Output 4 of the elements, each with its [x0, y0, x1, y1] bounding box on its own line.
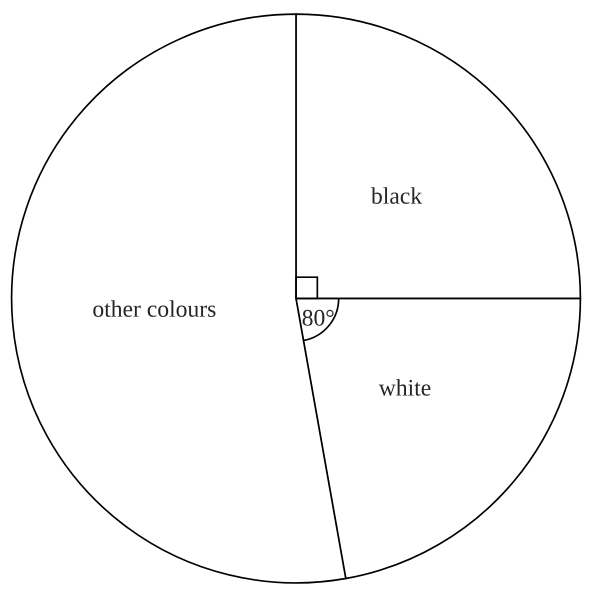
- slice-label: black: [370, 187, 422, 204]
- slice-label: other colours: [93, 300, 216, 317]
- slice-label: white: [378, 379, 430, 396]
- text: 80°: [302, 310, 334, 326]
